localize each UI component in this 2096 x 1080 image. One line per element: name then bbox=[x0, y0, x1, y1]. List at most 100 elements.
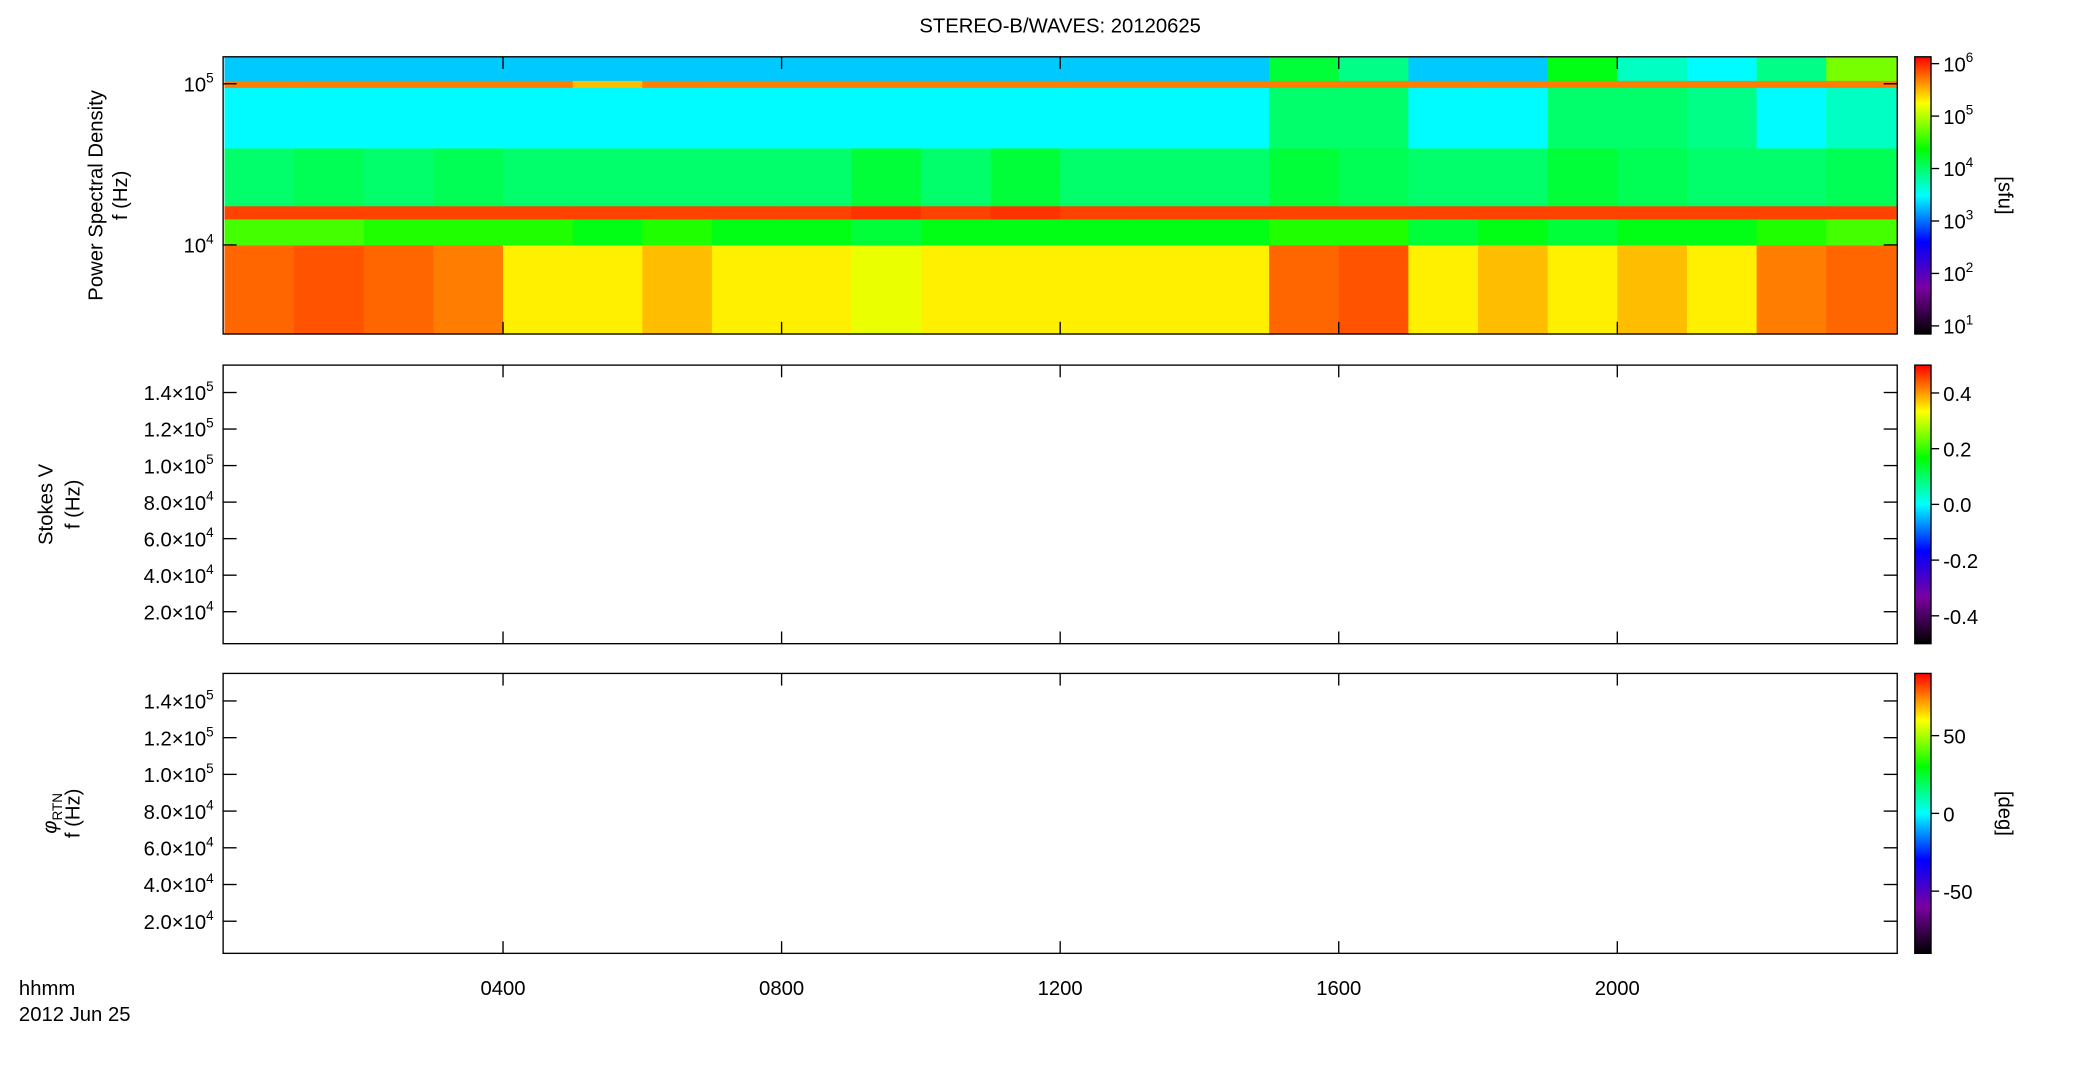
x-tick-label: 0400 bbox=[480, 978, 525, 1000]
heatmap-cell bbox=[1756, 244, 1827, 335]
heatmap-cell bbox=[990, 80, 1061, 88]
heatmap-cell bbox=[294, 147, 365, 207]
colorbar-tick-label-base: 10 bbox=[1943, 317, 1966, 339]
colorbar bbox=[1914, 672, 1932, 955]
heatmap-cell bbox=[1686, 218, 1758, 246]
heatmap-cell bbox=[1547, 87, 1618, 149]
y-tick-label: 1.4×105 bbox=[144, 379, 214, 406]
heatmap-cell bbox=[1826, 87, 1897, 149]
y-tick-label-sup: 5 bbox=[206, 379, 214, 394]
heatmap-cell bbox=[1756, 205, 1827, 220]
heatmap-cell bbox=[1408, 205, 1479, 220]
heatmap-cell bbox=[781, 218, 852, 246]
heatmap-cell bbox=[1756, 218, 1827, 246]
heatmap-cell bbox=[1686, 87, 1758, 149]
heatmap-cell bbox=[990, 147, 1061, 207]
y-tick-label-base: 4.0×10 bbox=[144, 876, 207, 898]
heatmap-cell bbox=[1617, 87, 1688, 149]
heatmap-cell bbox=[1547, 218, 1618, 246]
heatmap-cell bbox=[1547, 80, 1618, 88]
heatmap-cell bbox=[1478, 218, 1549, 246]
y-axis-label-symbol: φ bbox=[40, 821, 62, 834]
heatmap-cell bbox=[1826, 205, 1897, 220]
colorbar-tick-label: -0.2 bbox=[1943, 551, 1978, 573]
heatmap-cell bbox=[1617, 147, 1688, 207]
heatmap-cell bbox=[1408, 218, 1479, 246]
heatmap-cell bbox=[224, 87, 295, 149]
heatmap-cell bbox=[1199, 87, 1270, 149]
heatmap-cell bbox=[851, 87, 922, 149]
y-tick-label-sup: 4 bbox=[206, 834, 214, 849]
heatmap-cell bbox=[1060, 80, 1131, 88]
heatmap-cell bbox=[920, 205, 992, 220]
colorbar-label: [sfu] bbox=[1994, 176, 2016, 214]
y-tick-label-sup: 4 bbox=[206, 488, 214, 503]
colorbar-tick-label-base: 10 bbox=[1943, 160, 1966, 182]
heatmap-cell bbox=[503, 147, 574, 207]
heatmap-cell bbox=[1269, 87, 1340, 149]
y-axis-label: f (Hz) bbox=[110, 171, 132, 221]
heatmap-cell bbox=[1478, 147, 1549, 207]
y-tick-label-sup: 5 bbox=[206, 415, 214, 430]
y-tick-label-sup: 4 bbox=[206, 907, 214, 922]
heatmap-cell bbox=[1199, 56, 1270, 81]
heatmap-cell bbox=[920, 218, 992, 246]
heatmap-cell bbox=[642, 80, 713, 88]
y-tick-label: 6.0×104 bbox=[144, 525, 215, 552]
heatmap-cell bbox=[1686, 80, 1758, 88]
heatmap-cell bbox=[503, 244, 574, 335]
heatmap-cell bbox=[572, 87, 643, 149]
heatmap-cell bbox=[642, 56, 713, 81]
heatmap-cell bbox=[990, 56, 1061, 81]
heatmap-cell bbox=[1826, 218, 1897, 246]
heatmap-cell bbox=[1338, 56, 1409, 81]
colorbar-tick-label: 103 bbox=[1943, 207, 1973, 234]
colorbar-tick-label: 0.2 bbox=[1943, 440, 1971, 462]
y-tick-label-base: 6.0×10 bbox=[144, 839, 207, 861]
heatmap-cell bbox=[711, 205, 783, 220]
heatmap-cell bbox=[781, 147, 852, 207]
heatmap-cell bbox=[642, 244, 713, 335]
heatmap-cell bbox=[224, 205, 295, 220]
heatmap-cell bbox=[1129, 80, 1200, 88]
heatmap-cell bbox=[433, 87, 504, 149]
colorbar-tick-label: 0.4 bbox=[1943, 384, 1971, 406]
heatmap-cell bbox=[294, 244, 365, 335]
heatmap-cell bbox=[920, 80, 992, 88]
heatmap-cell bbox=[1617, 218, 1688, 246]
heatmap-cell bbox=[433, 218, 504, 246]
heatmap-cell bbox=[1338, 147, 1409, 207]
y-tick-label-sup: 5 bbox=[206, 724, 214, 739]
y-tick-label: 1.0×105 bbox=[144, 452, 214, 479]
y-tick-label-base: 1.0×10 bbox=[144, 457, 207, 479]
colorbar-tick-label: 101 bbox=[1943, 312, 1973, 339]
heatmap-cell bbox=[851, 80, 922, 88]
heatmap-cell bbox=[1199, 244, 1270, 335]
x-tick-label-base: 1600 bbox=[1316, 978, 1361, 1000]
x-tick-label-base: 0400 bbox=[480, 978, 525, 1000]
y-tick-label-sup: 4 bbox=[206, 797, 214, 812]
y-tick-label: 2.0×104 bbox=[144, 907, 215, 934]
colorbar-tick-label: -50 bbox=[1943, 882, 1972, 904]
heatmap-cell bbox=[503, 205, 574, 220]
y-tick-label-base: 2.0×10 bbox=[144, 912, 207, 934]
heatmap-cell bbox=[711, 80, 783, 88]
heatmap-cell bbox=[363, 87, 434, 149]
y-tick-label: 6.0×104 bbox=[144, 834, 215, 861]
heatmap-cell bbox=[363, 244, 434, 335]
y-tick-label-sup: 4 bbox=[206, 598, 214, 613]
x-tick-label-base: 1200 bbox=[1038, 978, 1083, 1000]
heatmap-cell bbox=[294, 56, 365, 81]
y-tick-label-sup: 5 bbox=[206, 687, 214, 702]
y-tick-label: 104 bbox=[184, 231, 215, 258]
heatmap-cell bbox=[1478, 244, 1549, 335]
y-axis-label: φRTN bbox=[40, 793, 65, 834]
colorbar-tick-label-sup: 5 bbox=[1966, 102, 1974, 117]
heatmap-cell bbox=[363, 147, 434, 207]
heatmap-cell bbox=[1269, 218, 1340, 246]
heatmap-cell bbox=[363, 205, 434, 220]
heatmap-cell bbox=[1617, 205, 1688, 220]
heatmap-cell bbox=[1826, 80, 1897, 88]
x-tick-label: 2000 bbox=[1595, 978, 1640, 1000]
heatmap-cell bbox=[990, 218, 1061, 246]
